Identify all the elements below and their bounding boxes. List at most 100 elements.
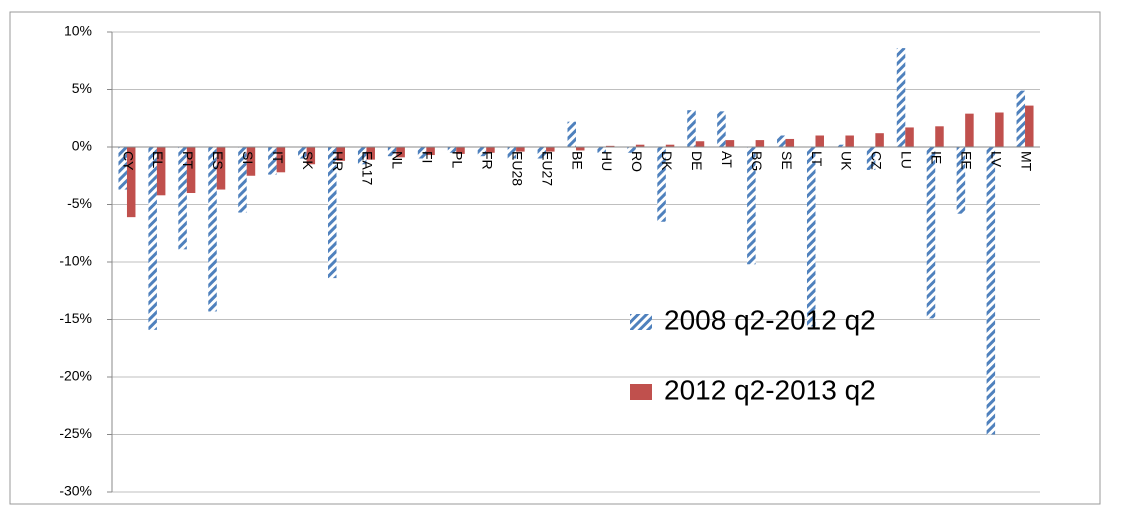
- y-tick-label: -5%: [67, 195, 92, 211]
- legend-label: 2008 q2-2012 q2: [664, 304, 876, 335]
- bar: [156, 147, 166, 196]
- bar: [447, 147, 457, 153]
- x-tick-label: BG: [749, 151, 765, 171]
- x-tick-label: CY: [120, 151, 136, 171]
- bar: [186, 147, 196, 193]
- bar: [935, 126, 944, 147]
- y-tick-label: -15%: [59, 310, 92, 326]
- x-tick-label: FI: [420, 151, 436, 163]
- bar: [148, 147, 157, 330]
- x-tick-label: EE: [958, 151, 974, 170]
- y-tick-label: -10%: [59, 253, 92, 269]
- x-tick-label: SK: [300, 151, 316, 170]
- bar: [328, 147, 337, 279]
- bar: [1016, 90, 1026, 147]
- legend-label: 2012 q2-2013 q2: [664, 374, 876, 405]
- x-tick-label: LT: [809, 151, 825, 167]
- bar: [806, 147, 816, 327]
- x-tick-label: EU28: [509, 151, 525, 186]
- bar: [546, 147, 555, 152]
- bar: [118, 147, 127, 190]
- bar: [246, 147, 256, 176]
- bar: [755, 140, 765, 147]
- x-tick-label: LU: [899, 151, 915, 169]
- bar: [836, 144, 846, 147]
- bar: [657, 147, 666, 222]
- x-tick-label: MT: [1018, 151, 1034, 172]
- bar: [986, 147, 996, 435]
- x-tick-label: EL: [150, 151, 166, 168]
- bar: [306, 147, 316, 165]
- bar: [537, 147, 547, 159]
- x-tick-label: HU: [599, 151, 615, 171]
- bar: [717, 111, 726, 147]
- bar: [725, 140, 735, 147]
- bar: [507, 147, 517, 159]
- y-tick-label: 10%: [64, 23, 92, 39]
- y-tick-label: 5%: [72, 80, 92, 96]
- x-tick-label: AT: [719, 151, 735, 168]
- x-tick-label: PL: [450, 151, 466, 168]
- x-tick-label: RO: [629, 151, 645, 172]
- x-tick-label: UK: [839, 151, 855, 171]
- bar: [298, 147, 307, 159]
- bar: [417, 147, 427, 159]
- legend-swatch: [630, 314, 652, 330]
- x-tick-label: LV: [988, 151, 1004, 168]
- bar: [336, 147, 346, 161]
- bar: [387, 147, 397, 157]
- bar: [695, 141, 705, 147]
- bar: [687, 110, 696, 147]
- bar: [905, 127, 914, 147]
- bar: [178, 147, 187, 250]
- bar: [875, 133, 884, 147]
- x-tick-label: EU27: [539, 151, 555, 186]
- bar: [276, 147, 286, 173]
- bar: [208, 147, 217, 312]
- bar: [426, 147, 435, 156]
- bar: [486, 147, 495, 153]
- x-tick-label: EA17: [360, 151, 376, 185]
- bar: [605, 145, 615, 147]
- x-tick-label: DK: [659, 151, 675, 171]
- x-tick-label: CZ: [869, 151, 885, 170]
- bar: [268, 147, 277, 175]
- bar: [216, 147, 226, 190]
- bar: [126, 147, 136, 218]
- bar: [238, 147, 247, 213]
- x-tick-label: BE: [569, 151, 585, 170]
- legend-swatch: [630, 384, 652, 400]
- bar: [597, 147, 606, 153]
- y-tick-label: -25%: [59, 425, 92, 441]
- x-tick-label: SI: [240, 151, 256, 164]
- x-tick-label: SE: [779, 151, 795, 170]
- bar: [1025, 105, 1034, 147]
- bar: [777, 135, 786, 147]
- bar: [815, 135, 824, 147]
- bar: [627, 147, 636, 153]
- bar: [366, 147, 375, 160]
- bar: [516, 147, 525, 152]
- bar: [926, 147, 936, 319]
- bar: [956, 147, 966, 214]
- bar: [456, 147, 465, 154]
- x-tick-label: NL: [390, 151, 406, 169]
- bar: [896, 48, 906, 147]
- y-tick-label: 0%: [72, 138, 92, 154]
- x-tick-label: IT: [270, 151, 286, 164]
- chart-frame: [9, 11, 1101, 505]
- bar: [567, 121, 576, 147]
- y-tick-label: -30%: [59, 483, 92, 499]
- bar: [965, 113, 974, 147]
- x-tick-label: ES: [210, 151, 226, 170]
- bar: [635, 144, 645, 147]
- x-tick-label: PT: [180, 151, 196, 169]
- bar: [785, 138, 795, 147]
- bar: [866, 147, 876, 170]
- y-tick-label: -20%: [59, 368, 92, 384]
- bar: [357, 147, 367, 165]
- bar: [576, 147, 585, 151]
- x-tick-label: HR: [330, 151, 346, 171]
- bar: [477, 147, 487, 157]
